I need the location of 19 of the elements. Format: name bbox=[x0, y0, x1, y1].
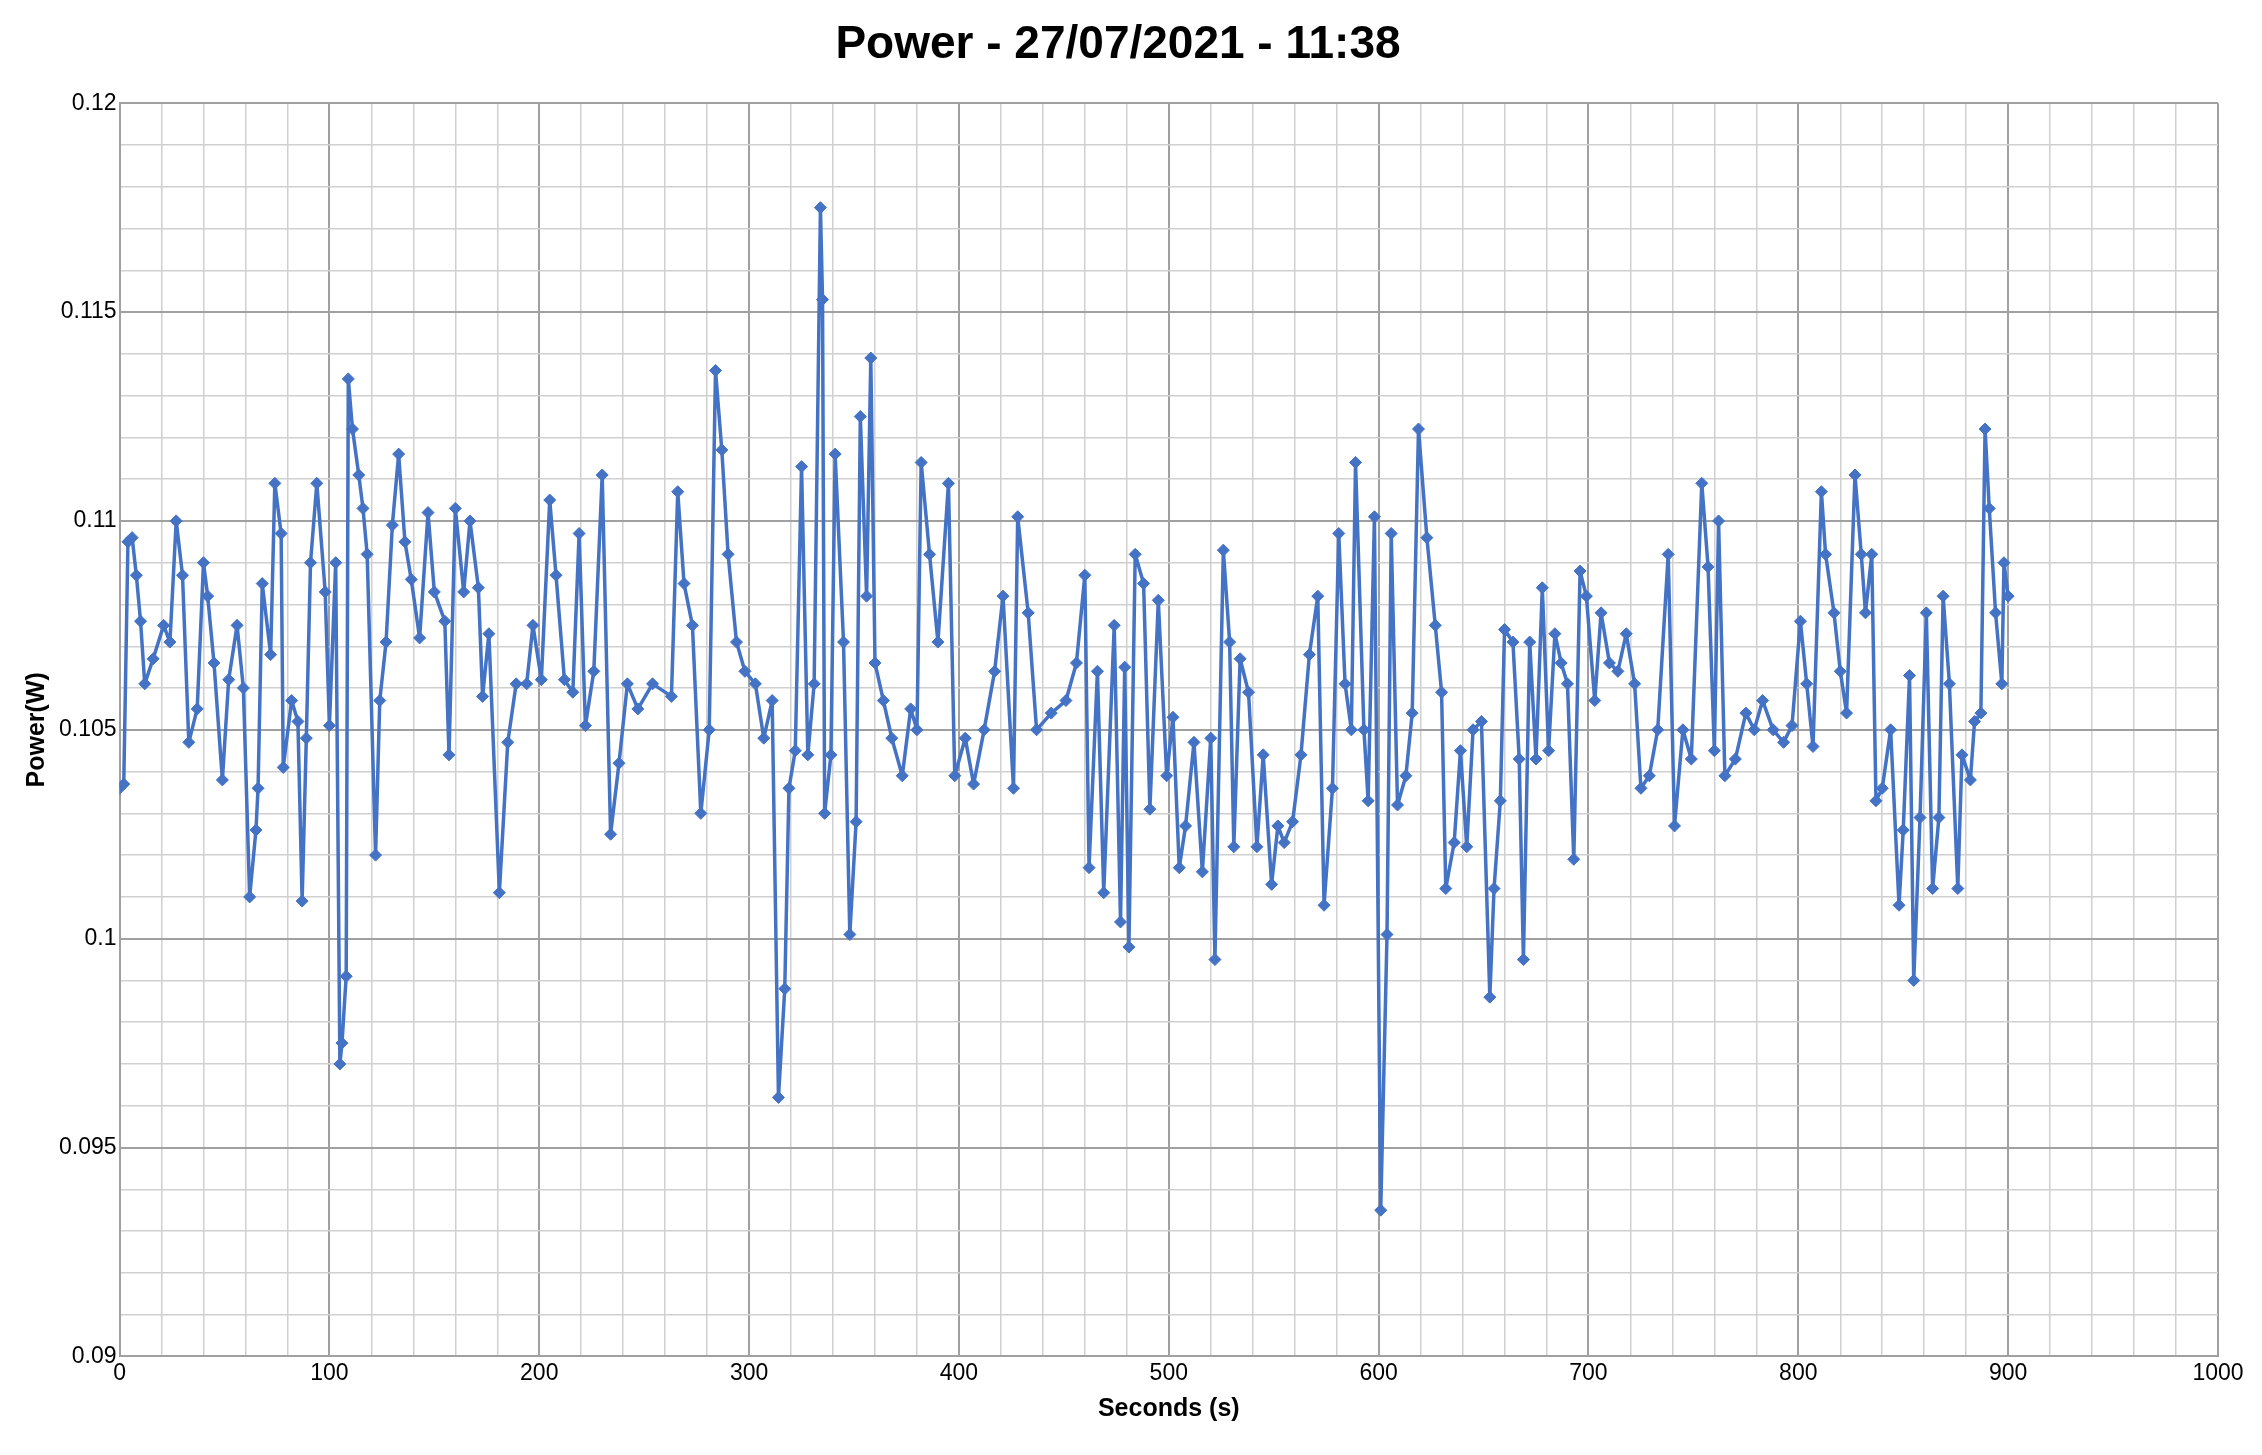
x-tick-label: 800 bbox=[1779, 1358, 1818, 1385]
x-tick-label: 300 bbox=[729, 1358, 769, 1385]
x-tick-label: 500 bbox=[1149, 1358, 1188, 1385]
x-tick-label: 400 bbox=[939, 1358, 979, 1385]
x-tick-label: 900 bbox=[1988, 1358, 2028, 1385]
y-tick-label: 0.11 bbox=[73, 506, 117, 533]
x-tick-label: 1000 bbox=[2192, 1358, 2244, 1385]
y-tick-label: 0.105 bbox=[58, 715, 117, 742]
x-axis-title: Seconds (s) bbox=[1097, 1392, 1240, 1421]
y-tick-label: 0.12 bbox=[71, 88, 117, 115]
y-axis-title: Power(W) bbox=[20, 672, 49, 788]
y-tick-label: 0.1 bbox=[84, 924, 117, 951]
x-tick-label: 700 bbox=[1569, 1358, 1608, 1385]
x-tick-label: 100 bbox=[310, 1358, 349, 1385]
x-tick-label: 200 bbox=[520, 1358, 559, 1385]
x-tick-label: 600 bbox=[1359, 1358, 1398, 1385]
y-tick-label: 0.095 bbox=[58, 1132, 117, 1159]
chart-title: Power - 27/07/2021 - 11:38 bbox=[835, 16, 1401, 69]
y-tick-label: 0.115 bbox=[60, 297, 117, 324]
